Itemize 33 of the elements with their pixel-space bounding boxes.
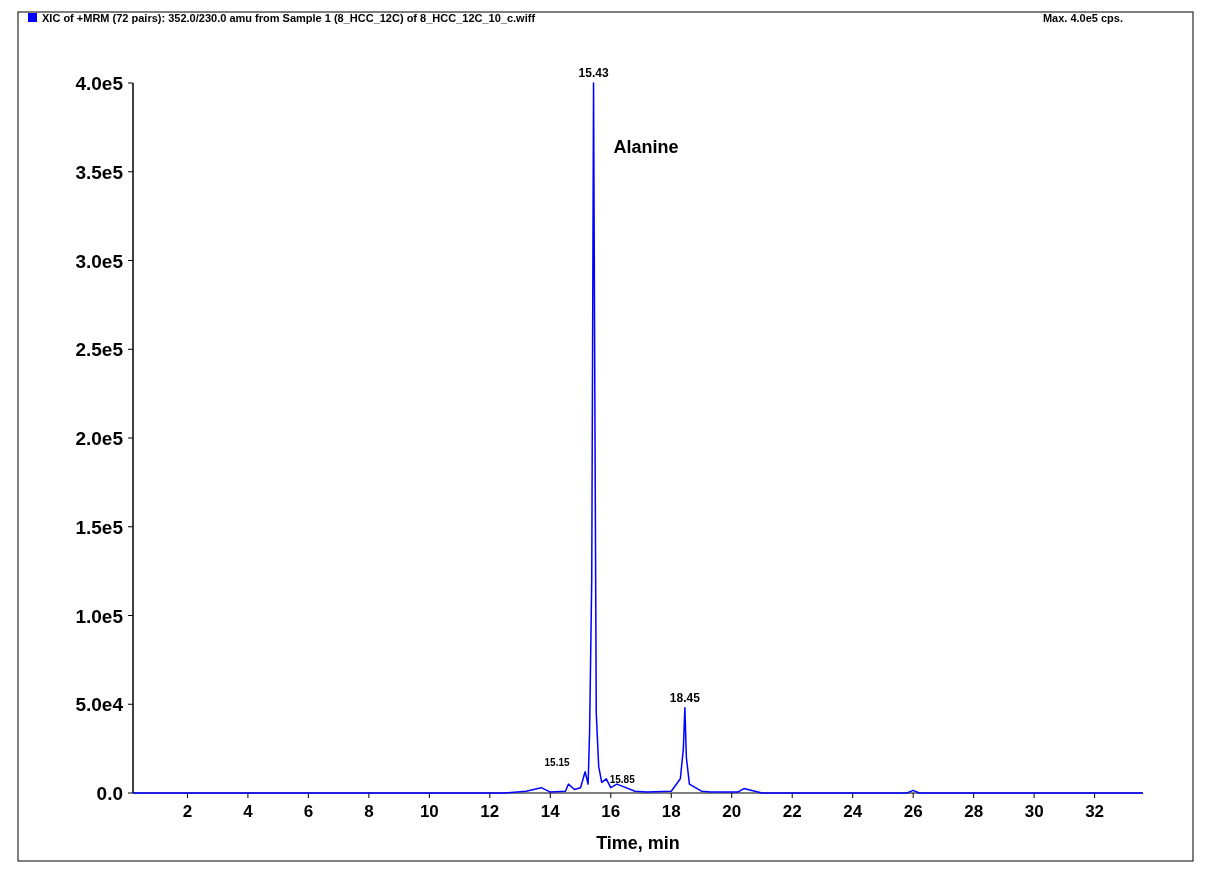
y-tick-label: 3.0e5 xyxy=(75,250,124,272)
x-tick-label: 20 xyxy=(722,802,742,821)
x-tick-label: 2 xyxy=(182,802,193,821)
x-tick-label: 28 xyxy=(964,802,984,821)
x-tick-label: 32 xyxy=(1085,802,1105,821)
y-tick-label: 4.0e5 xyxy=(75,73,124,94)
legend-label: XIC of +MRM (72 pairs): 352.0/230.0 amu from Sample 1 (8_HCC_12C) of 8_HCC_12C_10_c.wiff xyxy=(42,12,536,24)
y-tick-label: 2.0e5 xyxy=(75,428,124,449)
x-tick-label: 10 xyxy=(419,802,439,821)
y-tick-label: 2.5e5 xyxy=(75,339,124,361)
x-tick-label: 18 xyxy=(661,802,681,821)
x-axis-title: Time, min xyxy=(596,833,680,853)
x-tick-label: 30 xyxy=(1024,802,1044,821)
x-tick-label: 26 xyxy=(903,802,923,821)
x-tick-label: 16 xyxy=(601,802,621,821)
annotation: 15.43 xyxy=(578,66,609,80)
text: Max. 4.0e5 cps. xyxy=(1042,12,1123,24)
y-tick-label: 3.5e5 xyxy=(75,161,124,183)
y-tick-label: 5.0e4 xyxy=(75,694,124,716)
x-tick-label: 24 xyxy=(843,802,863,821)
x-tick-label: 22 xyxy=(782,802,802,821)
annotation: Alanine xyxy=(613,137,679,157)
x-tick-label: 14 xyxy=(540,802,561,821)
x-tick-label: 12 xyxy=(480,802,500,821)
y-tick-label: 1.0e5 xyxy=(75,605,124,627)
x-tick-label: 4 xyxy=(243,802,254,821)
y-tick-label: 0.0 xyxy=(96,783,123,804)
x-tick-label: 8 xyxy=(364,802,374,821)
y-tick-label: 1.5e5 xyxy=(75,516,124,538)
annotation: 15.15 xyxy=(544,756,571,768)
annotation: 15.85 xyxy=(609,773,636,785)
annotation: 18.45 xyxy=(669,690,701,705)
x-tick-label: 6 xyxy=(303,802,314,821)
